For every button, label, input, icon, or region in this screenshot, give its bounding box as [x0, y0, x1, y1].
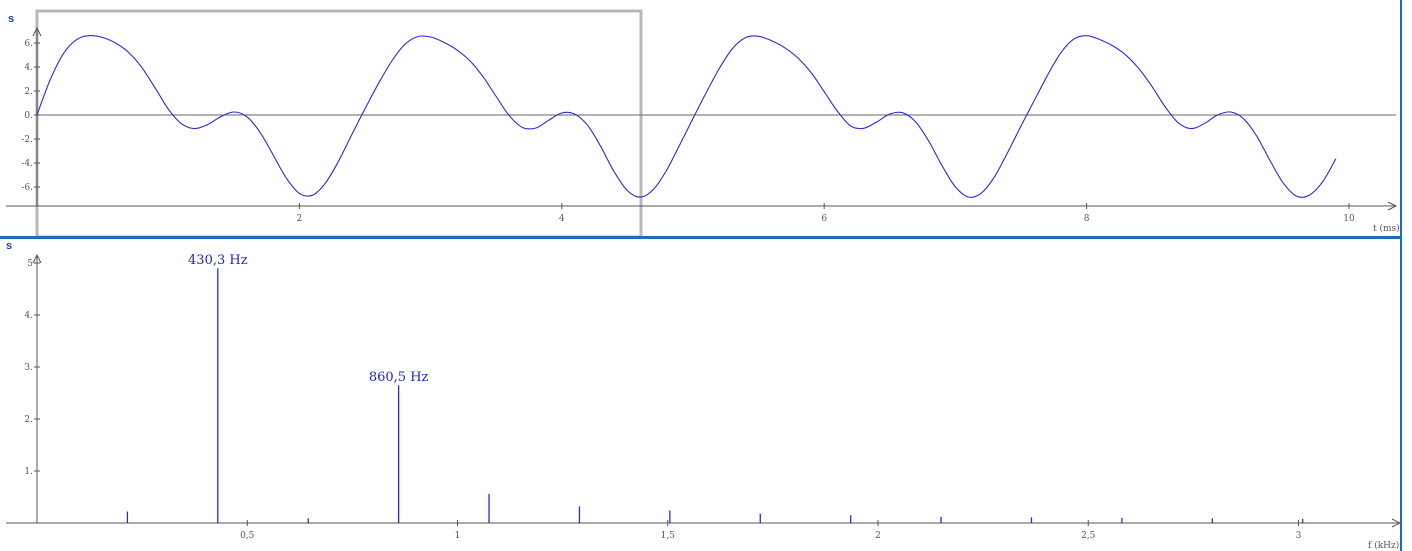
spectrum-y-tick-label: 5: [27, 259, 33, 269]
time-y-tick-label: 0.: [24, 111, 33, 121]
spectrum-x-axis-label: f (kHz): [1368, 540, 1399, 551]
time-x-tick-label: 2: [297, 214, 303, 224]
panel-divider[interactable]: [0, 236, 1400, 239]
spectrum-x-tick-label: 2,5: [1081, 531, 1096, 541]
peak-frequency-label: 860,5 Hz: [369, 370, 429, 385]
time-y-tick-label: -4.: [21, 159, 33, 169]
time-y-tick-label: 4.: [24, 63, 33, 73]
spectrum-x-tick-label: 2: [875, 531, 881, 541]
spectrum-axis-ticks: 0,5 1 1,5 2 2,5 3 5 4. 3. 2. 1.: [24, 259, 1301, 541]
spectrum-x-tick-label: 1: [455, 531, 461, 541]
peak-annotations: 430,3 Hz 860,5 Hz: [188, 253, 429, 385]
time-x-axis-arrowhead: [1387, 201, 1398, 211]
time-x-tick-label: 4: [559, 214, 565, 224]
time-signal-panel: s t (ms) 2 4 6 8 10 6. 4. 2. 0. -2. -4. -6.: [6, 9, 1400, 239]
spectrum-y-tick-label: 4.: [24, 311, 33, 321]
time-axis-ticks: 2 4 6 8 10 6. 4. 2. 0. -2. -4. -6.: [21, 39, 1355, 224]
right-edge-bar: [1400, 0, 1402, 551]
spectrum-panel: s f (kHz) 0,5 1 1,5 2 2,5 3 5 4. 3. 2. 1. 430,3 Hz…: [6, 240, 1402, 551]
time-y-axis-label: s: [8, 13, 14, 25]
spectrum-y-axis-arrowhead: [32, 253, 42, 264]
spectrum-bars: [126, 268, 1304, 523]
spectrum-x-tick-label: 0,5: [240, 531, 255, 541]
signal-waveform-line: [36, 34, 1337, 198]
spectrum-x-tick-label: 1,5: [661, 531, 676, 541]
time-x-axis-label: t (ms): [1373, 223, 1400, 234]
time-x-tick-label: 10: [1343, 214, 1355, 224]
time-y-tick-label: -6.: [21, 183, 33, 193]
time-y-tick-label: -2.: [21, 135, 33, 145]
time-y-axis-arrowhead: [32, 26, 42, 37]
time-x-tick-label: 6: [821, 214, 827, 224]
spectrum-y-tick-label: 3.: [24, 363, 33, 373]
spectrum-y-tick-label: 1.: [24, 467, 33, 477]
selection-frame[interactable]: [35, 9, 643, 239]
peak-frequency-label: 430,3 Hz: [188, 253, 248, 268]
time-y-tick-label: 2.: [24, 87, 33, 97]
time-x-tick-label: 8: [1084, 214, 1090, 224]
time-signal-plot: [36, 34, 1337, 198]
spectrum-y-axis-label: s: [6, 240, 12, 252]
spectrum-x-tick-label: 3: [1296, 531, 1302, 541]
spectrum-x-axis-arrowhead: [1391, 518, 1402, 528]
spectrum-y-tick-label: 2.: [24, 415, 33, 425]
time-y-tick-label: 6.: [24, 39, 33, 49]
